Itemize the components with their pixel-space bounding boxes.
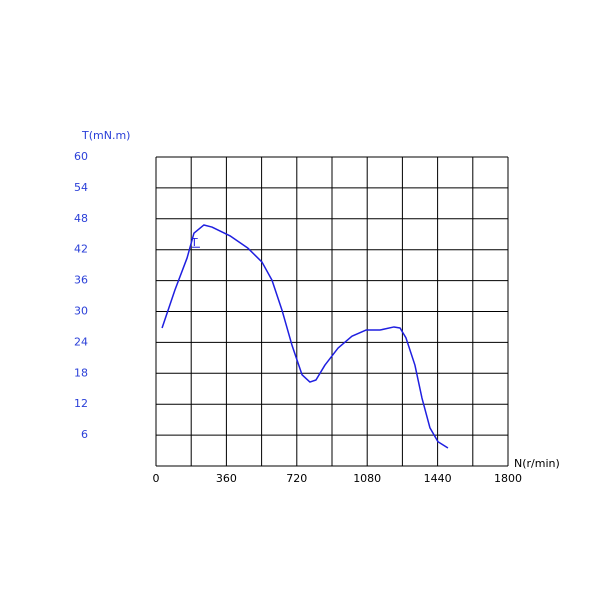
y-tick-label: 42 bbox=[74, 243, 88, 256]
x-tick-label: 1440 bbox=[424, 472, 452, 485]
x-tick-label: 360 bbox=[216, 472, 237, 485]
x-tick-label: 1080 bbox=[353, 472, 381, 485]
y-tick-label: 6 bbox=[81, 428, 88, 441]
y-tick-label: 18 bbox=[74, 366, 88, 379]
y-tick-label: 60 bbox=[74, 150, 88, 163]
x-tick-label: 720 bbox=[286, 472, 307, 485]
y-axis-label: T(mN.m) bbox=[81, 129, 130, 142]
annotation: T bbox=[190, 236, 198, 249]
x-tick-label: 0 bbox=[153, 472, 160, 485]
x-tick-label: 1800 bbox=[494, 472, 522, 485]
y-tick-label: 36 bbox=[74, 274, 88, 287]
x-axis-label: N(r/min) bbox=[514, 457, 560, 470]
line-series bbox=[161, 224, 449, 449]
y-tick-label: 54 bbox=[74, 181, 88, 194]
y-tick-label: 12 bbox=[74, 397, 88, 410]
y-tick-label: 48 bbox=[74, 212, 88, 225]
y-tick-label: 24 bbox=[74, 335, 88, 348]
y-tick-label: 30 bbox=[74, 305, 88, 318]
